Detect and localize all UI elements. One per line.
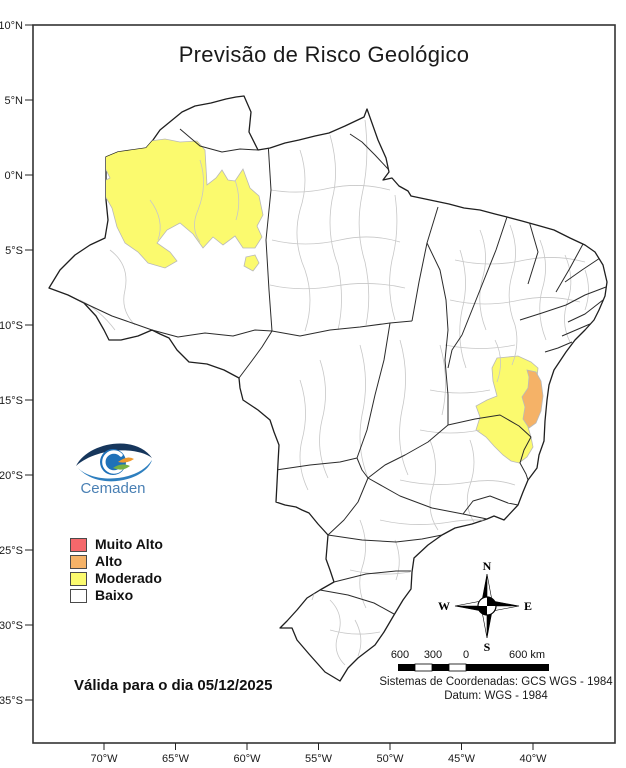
lat-tick-label: 20°S — [0, 470, 23, 482]
coordinate-system-line1: Sistemas de Coordenadas: GCS WGS - 1984 — [379, 676, 613, 688]
scale-label-600-left: 600 — [391, 649, 409, 661]
legend-item-baixo: Baixo — [70, 587, 163, 604]
lat-tick-label: 0°N — [5, 170, 24, 182]
page-title: Previsão de Risco Geológico — [178, 42, 470, 67]
lat-tick-label: 5°S — [5, 245, 23, 257]
scale-label-600-km: 600 km — [509, 649, 545, 661]
scale-bar: 600 300 0 600 km — [391, 649, 549, 672]
legend-label-muito-alto: Muito Alto — [95, 536, 163, 552]
legend-swatch-alto — [70, 554, 87, 569]
legend-swatch-muito-alto — [70, 537, 87, 552]
risk-legend: Muito Alto Alto Moderado Baixo — [70, 536, 163, 604]
legend-label-alto: Alto — [95, 553, 123, 569]
lat-tick-label: 10°N — [0, 20, 23, 32]
coordinate-system-line2: Datum: WGS - 1984 — [444, 690, 548, 702]
latitude-axis — [25, 24, 33, 701]
risk-region-moderado-amazonas — [99, 137, 264, 269]
coordinate-system-note: Sistemas de Coordenadas: GCS WGS - 1984 … — [372, 675, 620, 703]
lon-tick-label: 65°W — [162, 753, 190, 765]
municipality-boundaries — [79, 119, 589, 666]
risk-region-moderado-amazonas-small — [243, 254, 260, 272]
lon-tick-label: 50°W — [376, 753, 404, 765]
logo-green-leaf — [113, 464, 130, 470]
logo-upper-eyelid — [76, 443, 152, 466]
lat-tick-label: 10°S — [0, 320, 23, 332]
legend-label-baixo: Baixo — [95, 587, 134, 603]
risk-region-alto-bahia-coast — [521, 369, 544, 429]
lon-tick-label: 45°W — [448, 753, 476, 765]
lat-tick-label: 30°S — [0, 620, 23, 632]
legend-item-moderado: Moderado — [70, 570, 163, 587]
cemaden-logo: Cemaden — [76, 443, 152, 497]
legend-swatch-baixo — [70, 588, 87, 603]
lat-tick-label: 35°S — [0, 695, 23, 707]
validity-note: Válida para o dia 05/12/2025 — [74, 677, 273, 694]
latitude-labels: 10°N 5°N 0°N 5°S 10°S 15°S 20°S 25°S 30°… — [0, 20, 23, 707]
legend-item-muito-alto: Muito Alto — [70, 536, 163, 553]
longitude-labels: 70°W 65°W 60°W 55°W 50°W 45°W 40°W — [90, 753, 547, 765]
lat-tick-label: 15°S — [0, 395, 23, 407]
scale-label-0: 0 — [463, 649, 469, 661]
lat-tick-label: 5°N — [5, 95, 24, 107]
compass-rose: N S W E — [438, 559, 532, 654]
brazil-outline — [48, 95, 608, 682]
compass-north-label: N — [483, 559, 492, 573]
legend-swatch-moderado — [70, 571, 87, 586]
scale-label-300: 300 — [424, 649, 442, 661]
risk-regions — [99, 137, 544, 464]
logo-orange-leaf — [118, 457, 134, 463]
compass-east-label: E — [524, 599, 532, 613]
logo-c-glyph — [102, 450, 123, 474]
lon-tick-label: 60°W — [233, 753, 261, 765]
lat-tick-label: 25°S — [0, 545, 23, 557]
lon-tick-label: 55°W — [305, 753, 333, 765]
logo-lower-eyelid — [78, 460, 152, 482]
lon-tick-label: 70°W — [90, 753, 118, 765]
longitude-axis — [103, 743, 534, 750]
lon-tick-label: 40°W — [519, 753, 547, 765]
compass-west-label: W — [438, 599, 450, 613]
logo-wordmark: Cemaden — [80, 480, 145, 497]
state-boundaries — [49, 128, 607, 615]
compass-south-label: S — [484, 640, 491, 654]
legend-label-moderado: Moderado — [95, 570, 162, 586]
legend-item-alto: Alto — [70, 553, 163, 570]
